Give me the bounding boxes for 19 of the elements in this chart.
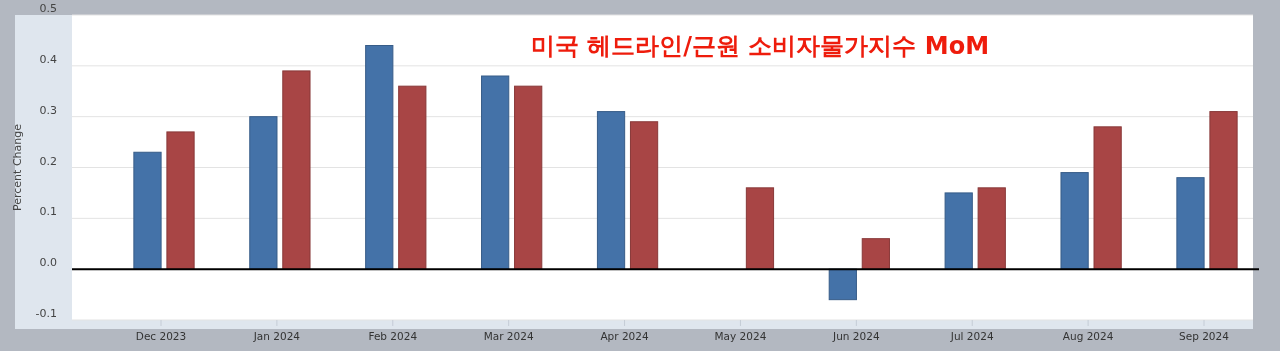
x-tick-label: Mar 2024 <box>483 330 534 342</box>
x-tick-label: Apr 2024 <box>600 330 649 342</box>
y-tick-label: 0.1 <box>39 205 57 219</box>
x-tick-label: Feb 2024 <box>368 330 418 342</box>
y-axis-title: Percent Change <box>11 123 24 212</box>
x-tick-label: Dec 2023 <box>135 330 187 342</box>
x-tick-label: Jun 2024 <box>832 330 880 342</box>
x-tick-label: Jul 2024 <box>949 330 994 342</box>
y-tick-label: 0.4 <box>39 52 57 66</box>
y-tick-label: 0.3 <box>39 103 57 117</box>
y-tick-label: 0.5 <box>39 2 57 15</box>
text: 미국 헤드라인/근원 소비자물가지수 MoM <box>530 32 990 60</box>
y-tick-label: 0.0 <box>39 256 57 270</box>
y-tick-label: 0.2 <box>39 154 57 168</box>
y-tick-label: -0.1 <box>35 307 57 320</box>
x-tick-label: May 2024 <box>714 330 767 342</box>
x-tick-label: Sep 2024 <box>1179 330 1230 342</box>
x-tick-label: Aug 2024 <box>1062 330 1114 342</box>
x-tick-label: Jan 2024 <box>252 330 301 342</box>
